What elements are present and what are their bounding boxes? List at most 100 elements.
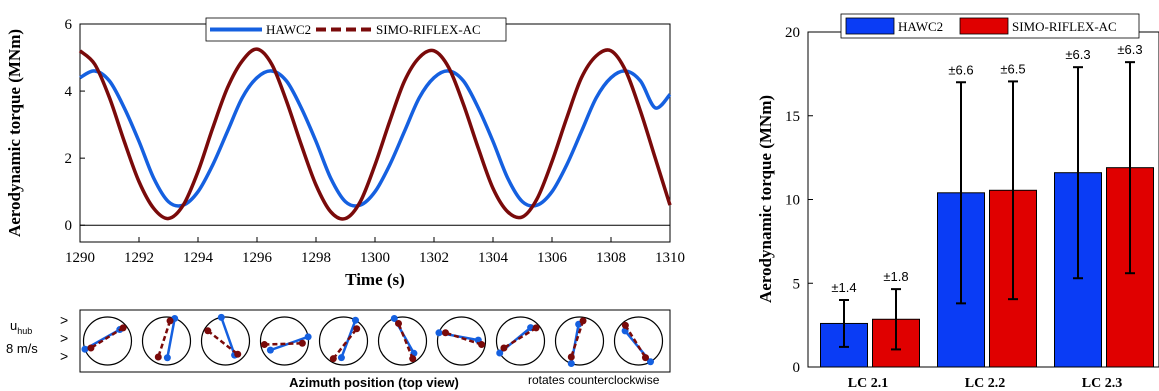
rotor-blade-simo [207, 329, 239, 356]
line-x-tick-label: 1306 [537, 250, 568, 266]
rotor-tip-simo [154, 353, 162, 361]
bar-y-tick-label: 5 [793, 276, 801, 292]
rotor-blade-simo [624, 324, 647, 359]
rotor-tip-hawc2 [567, 360, 575, 368]
rotor-group [81, 313, 664, 368]
rotor-tip-simo [441, 329, 449, 337]
bar-y-tick-label: 0 [793, 360, 801, 376]
bar-y-tick-label: 15 [785, 109, 800, 125]
bar-category-label: LC 2.1 [848, 376, 888, 391]
rotor-tip-simo [500, 344, 508, 352]
rotor-tip-simo [204, 327, 212, 335]
legend-swatch-simo-bar [959, 17, 1009, 35]
line-x-axis-label: Time (s) [345, 270, 405, 289]
bar-legend: HAWC2 SIMO-RIFLEX-AC [840, 13, 1140, 39]
bar-y-axis-label: Aerodynamic torque (MNm) [756, 95, 775, 303]
rotor-blade-simo [397, 322, 414, 360]
rotor-blade-simo [445, 331, 482, 346]
error-label-hawc2: ±1.4 [831, 280, 856, 295]
line-legend: HAWC2 SIMO-RIFLEX-AC [205, 17, 507, 42]
line-x-tick-label: 1310 [655, 250, 685, 266]
rotor-blade-simo [570, 320, 585, 358]
rotor-tip-simo [353, 325, 361, 333]
rotor-tip-hawc2 [337, 354, 345, 362]
inflow-speed: 8 m/s [6, 341, 38, 356]
rotor-circle [259, 316, 310, 366]
rotor-circle [377, 316, 428, 366]
rotor-circle [495, 316, 546, 366]
inflow-arrow-2: > [60, 330, 68, 346]
bar-category-label: LC 2.2 [965, 376, 1005, 391]
azimuth-strip: uhub 8 m/s > > > Azimuth position (top v… [6, 309, 671, 390]
error-label-simo: ±1.8 [883, 269, 908, 284]
rotor-circle [436, 316, 487, 366]
rotor-tip-hawc2 [81, 345, 89, 353]
line-chart: 0 2 4 6 1290 1292 1294 1296 1298 1300 1302 1304 130… [5, 17, 685, 289]
rotor-tip-simo [621, 321, 629, 329]
azimuth-title: Azimuth position (top view) [289, 375, 459, 390]
rotor-tip-simo [395, 319, 403, 327]
rotor-circle [82, 316, 133, 366]
rotor-tip-hawc2 [163, 354, 171, 362]
rotation-note: rotates counterclockwise [528, 373, 660, 387]
rotor-tip-hawc2 [435, 329, 443, 337]
line-x-tick-label: 1304 [478, 250, 509, 266]
legend-label-simo: SIMO-RIFLEX-AC [376, 22, 481, 37]
rotor-blade-simo [264, 342, 303, 346]
error-label-hawc2: ±6.3 [1065, 47, 1090, 62]
line-y-tick-label: 4 [65, 84, 73, 100]
rotor-tip-hawc2 [390, 314, 398, 322]
rotor-tip-simo [329, 355, 337, 363]
line-series-group [78, 47, 672, 221]
rotor-blade-simo [332, 327, 358, 360]
rotor-circle [141, 316, 192, 366]
inflow-arrow-1: > [60, 312, 68, 328]
line-x-tick-label: 1300 [360, 250, 390, 266]
rotor-circle [554, 316, 605, 366]
rotor-tip-hawc2 [304, 333, 312, 341]
line-x-tick-label: 1298 [301, 250, 331, 266]
rotor-blade-hawc2 [220, 316, 236, 356]
rotor-tip-simo [641, 354, 649, 362]
error-label-hawc2: ±6.6 [948, 62, 973, 77]
rotor-tip-hawc2 [217, 313, 225, 321]
line-y-tick-label: 0 [65, 218, 73, 234]
line-x-tick-label: 1308 [596, 250, 626, 266]
rotor-tip-simo [87, 344, 95, 352]
legend-swatch-hawc2-bar [845, 17, 895, 35]
rotor-tip-simo [234, 350, 242, 358]
line-x-tick-label: 1302 [419, 250, 449, 266]
rotor-tip-hawc2 [266, 346, 274, 354]
bar-chart: 0 5 10 15 20 ±1.4 ±1.8 ±6.6 ±6.5 ±6.3 ±6.3 LC 2.1… [756, 13, 1159, 391]
line-y-tick-label: 6 [65, 17, 73, 33]
line-y-axis-label: Aerodynamic torque (MNm) [5, 29, 24, 237]
rotor-tip-simo [478, 341, 486, 349]
rotor-tip-simo [298, 339, 306, 347]
legend-label-hawc2-bar: HAWC2 [898, 19, 943, 34]
line-series-simo [78, 47, 672, 221]
rotor-tip-hawc2 [647, 358, 654, 366]
error-label-simo: ±6.5 [1000, 61, 1025, 76]
bar-category-labels: LC 2.1 LC 2.2 LC 2.3 [848, 376, 1122, 391]
line-x-tick-label: 1294 [183, 250, 214, 266]
rotor-tip-simo [579, 317, 587, 325]
rotor-circle [613, 316, 664, 366]
rotor-tip-simo [260, 341, 268, 349]
rotor-tip-simo [166, 317, 174, 325]
legend-label-hawc2: HAWC2 [266, 22, 311, 37]
line-x-tick-label: 1290 [65, 250, 95, 266]
rotor-tip-simo [119, 324, 127, 332]
line-x-ticks: 1290 1292 1294 1296 1298 1300 1302 1304 1306 1308… [65, 237, 685, 266]
line-x-tick-label: 1292 [124, 250, 154, 266]
rotor-blade-simo [503, 326, 537, 350]
line-x-tick-label: 1296 [242, 250, 273, 266]
rotor-blade-simo [90, 326, 124, 350]
bar-y-tick-label: 10 [785, 193, 800, 209]
bar-y-ticks: 0 5 10 15 20 [785, 25, 813, 376]
rotor-tip-simo [567, 353, 575, 361]
rotor-tip-hawc2 [496, 349, 504, 357]
inflow-arrow-3: > [60, 348, 68, 364]
error-label-simo: ±6.3 [1117, 42, 1142, 57]
rotor-blade-hawc2 [166, 318, 176, 359]
